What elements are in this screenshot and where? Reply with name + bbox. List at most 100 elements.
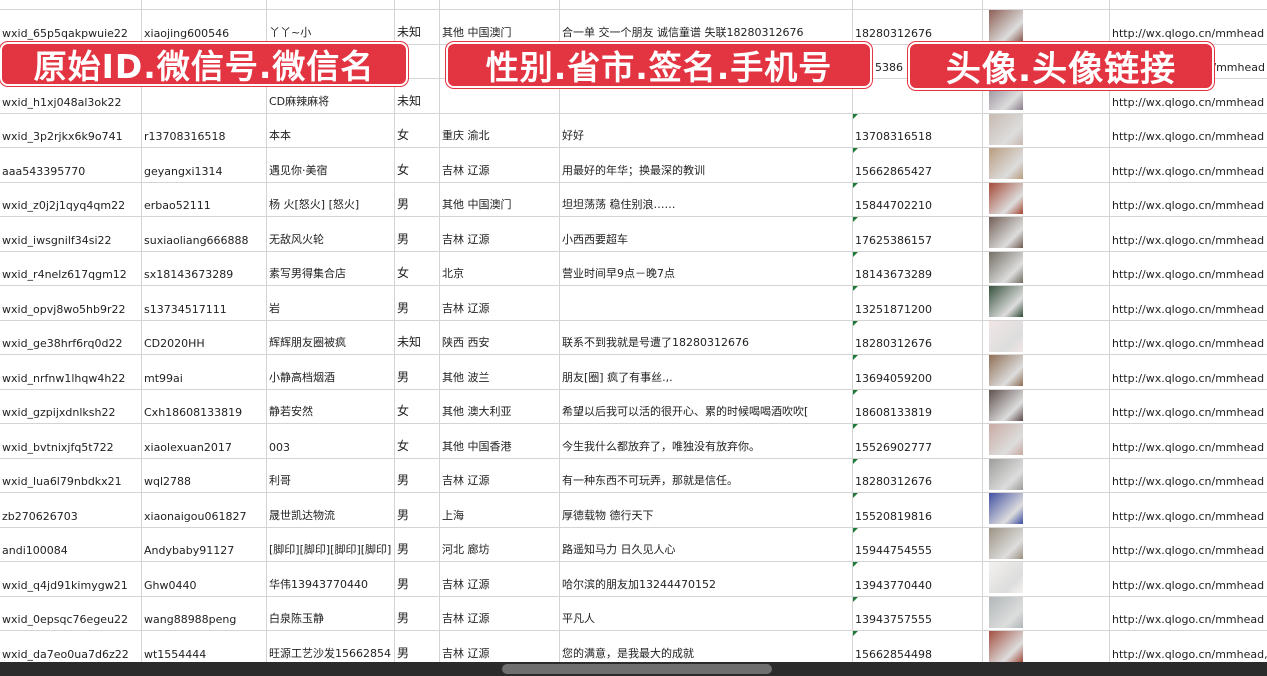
signature-cell[interactable]: 今生我什么都放弃了，唯独没有放弃你。 (560, 424, 853, 458)
region-cell[interactable]: 陕西 西安 (440, 320, 560, 354)
original-id-cell[interactable]: wxid_3p2rjkx6k9o741 (0, 113, 142, 147)
wechat-id-cell[interactable]: s13734517111 (142, 286, 267, 320)
gender-cell[interactable]: 男 (395, 217, 440, 251)
cell[interactable] (0, 0, 142, 9)
wechat-id-cell[interactable]: wang88988peng (142, 596, 267, 630)
wechat-name-cell[interactable]: 003 (267, 424, 395, 458)
region-cell[interactable]: 吉林 辽源 (440, 562, 560, 596)
wechat-id-cell[interactable]: wql2788 (142, 458, 267, 492)
original-id-cell[interactable]: wxid_opvj8wo5hb9r22 (0, 286, 142, 320)
cell[interactable] (1110, 0, 1267, 9)
original-id-cell[interactable]: zb270626703 (0, 493, 142, 527)
cell[interactable] (560, 0, 853, 9)
phone-cell[interactable]: 13943770440 (853, 562, 983, 596)
wechat-id-cell[interactable]: geyangxi1314 (142, 148, 267, 182)
gender-cell[interactable]: 未知 (395, 79, 440, 113)
region-cell[interactable]: 其他 中国香港 (440, 424, 560, 458)
original-id-cell[interactable]: aaa543395770 (0, 148, 142, 182)
gender-cell[interactable]: 男 (395, 458, 440, 492)
original-id-cell[interactable]: wxid_da7eo0ua7d6z22 (0, 631, 142, 662)
wechat-name-cell[interactable]: 遇见你·美宿 (267, 148, 395, 182)
avatar-cell[interactable] (983, 389, 1110, 423)
region-cell[interactable]: 吉林 辽源 (440, 217, 560, 251)
original-id-cell[interactable]: wxid_nrfnw1lhqw4h22 (0, 355, 142, 389)
region-cell[interactable]: 吉林 辽源 (440, 631, 560, 662)
original-id-cell[interactable]: wxid_0epsqc76egeu22 (0, 596, 142, 630)
gender-cell[interactable]: 女 (395, 424, 440, 458)
phone-cell[interactable]: 18280312676 (853, 320, 983, 354)
region-cell[interactable]: 吉林 辽源 (440, 148, 560, 182)
original-id-cell[interactable]: andi100084 (0, 527, 142, 561)
gender-cell[interactable]: 女 (395, 251, 440, 285)
signature-cell[interactable] (560, 286, 853, 320)
signature-cell[interactable]: 哈尔滨的朋友加13244470152 (560, 562, 853, 596)
region-cell[interactable] (440, 79, 560, 113)
avatar-url-cell[interactable]: http://wx.qlogo.cn/mmhead (1110, 148, 1267, 182)
avatar-url-cell[interactable]: http://wx.qlogo.cn/mmhead (1110, 459, 1267, 493)
original-id-cell[interactable]: wxid_lua6l79nbdkx21 (0, 458, 142, 492)
wechat-id-cell[interactable]: mt99ai (142, 355, 267, 389)
original-id-cell[interactable]: wxid_bvtnixjfq5t722 (0, 424, 142, 458)
signature-cell[interactable]: 小西西要超车 (560, 217, 853, 251)
region-cell[interactable]: 其他 中国澳门 (440, 182, 560, 216)
avatar-cell[interactable] (983, 527, 1110, 561)
avatar-url-cell[interactable]: http://wx.qlogo.cn/mmhead (1110, 597, 1267, 631)
wechat-name-cell[interactable]: 本本 (267, 113, 395, 147)
gender-cell[interactable]: 男 (395, 527, 440, 561)
original-id-cell[interactable]: wxid_r4nelz617qgm12 (0, 251, 142, 285)
gender-cell[interactable]: 男 (395, 493, 440, 527)
signature-cell[interactable]: 您的满意，是我最大的成就 (560, 631, 853, 662)
cell[interactable] (440, 0, 560, 9)
phone-cell[interactable]: 18143673289 (853, 251, 983, 285)
gender-cell[interactable]: 男 (395, 355, 440, 389)
wechat-id-cell[interactable]: suxiaoliang666888 (142, 217, 267, 251)
region-cell[interactable]: 其他 波兰 (440, 355, 560, 389)
phone-cell[interactable] (853, 79, 983, 113)
region-cell[interactable]: 河北 廊坊 (440, 527, 560, 561)
wechat-name-cell[interactable]: 静若安然 (267, 389, 395, 423)
signature-cell[interactable]: 有一种东西不可玩弄，那就是信任。 (560, 458, 853, 492)
gender-cell[interactable]: 女 (395, 389, 440, 423)
signature-cell[interactable]: 路遥知马力 日久见人心 (560, 527, 853, 561)
phone-cell[interactable]: 15520819816 (853, 493, 983, 527)
avatar-url-cell[interactable]: http://wx.qlogo.cn/mmhead (1110, 79, 1267, 113)
original-id-cell[interactable]: wxid_q4jd91kimygw21 (0, 562, 142, 596)
wechat-name-cell[interactable]: 岩 (267, 286, 395, 320)
avatar-cell[interactable] (983, 355, 1110, 389)
avatar-cell[interactable] (983, 596, 1110, 630)
signature-cell[interactable]: 平凡人 (560, 596, 853, 630)
region-cell[interactable]: 吉林 辽源 (440, 286, 560, 320)
avatar-url-cell[interactable]: http://wx.qlogo.cn/mmhead (1110, 321, 1267, 355)
region-cell[interactable]: 吉林 辽源 (440, 596, 560, 630)
phone-cell[interactable]: 15526902777 (853, 424, 983, 458)
avatar-cell[interactable] (983, 458, 1110, 492)
avatar-url-cell[interactable]: http://wx.qlogo.cn/mmhead, (1110, 631, 1267, 662)
signature-cell[interactable]: 朋友[圈] 疯了有事丝.,. (560, 355, 853, 389)
gender-cell[interactable]: 男 (395, 286, 440, 320)
wechat-name-cell[interactable]: 无敌风火轮 (267, 217, 395, 251)
wechat-name-cell[interactable]: 旺源工艺沙发15662854 (267, 631, 395, 662)
avatar-url-cell[interactable]: http://wx.qlogo.cn/mmhead (1110, 217, 1267, 251)
avatar-cell[interactable] (983, 320, 1110, 354)
avatar-url-cell[interactable]: http://wx.qlogo.cn/mmhead (1110, 114, 1267, 148)
avatar-url-cell[interactable]: http://wx.qlogo.cn/mmhead (1110, 355, 1267, 389)
wechat-name-cell[interactable]: 白泉陈玉静 (267, 596, 395, 630)
cell[interactable] (267, 0, 395, 9)
avatar-url-cell[interactable]: http://wx.qlogo.cn/mmhead (1110, 10, 1267, 44)
region-cell[interactable]: 北京 (440, 251, 560, 285)
wechat-name-cell[interactable]: 杨 火[怒火] [怒火] (267, 182, 395, 216)
signature-cell[interactable]: 合一单 交一个朋友 诚信童谱 失联18280312676 (560, 10, 853, 44)
phone-cell[interactable]: 18280312676 (853, 458, 983, 492)
avatar-cell[interactable] (983, 493, 1110, 527)
original-id-cell[interactable]: wxid_z0j2j1qyq4qm22 (0, 182, 142, 216)
avatar-cell[interactable] (983, 113, 1110, 147)
wechat-name-cell[interactable]: [脚印][脚印][脚印][脚印] (267, 527, 395, 561)
wechat-name-cell[interactable]: 晟世凯达物流 (267, 493, 395, 527)
horizontal-scrollbar[interactable] (502, 664, 772, 674)
avatar-url-cell[interactable]: http://wx.qlogo.cn/mmhead (1110, 493, 1267, 527)
phone-cell[interactable]: 18608133819 (853, 389, 983, 423)
wechat-name-cell[interactable]: 辉辉朋友圈被疯 (267, 320, 395, 354)
avatar-url-cell[interactable]: http://wx.qlogo.cn/mmhead (1110, 424, 1267, 458)
region-cell[interactable]: 其他 中国澳门 (440, 10, 560, 44)
gender-cell[interactable]: 未知 (395, 320, 440, 354)
